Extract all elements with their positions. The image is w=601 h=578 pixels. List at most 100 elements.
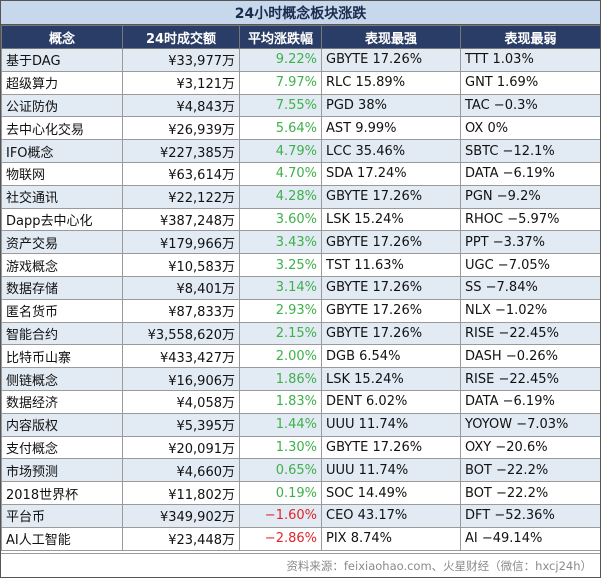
best-performer: TST 11.63% [321, 253, 461, 277]
worst-performer: RHOC −5.97% [460, 207, 600, 232]
best-performer: GBYTE 17.26% [321, 321, 461, 346]
table-row: Dapp去中心化 ¥387,248万 3.60% LSK 15.24% RHOC −5.… [1, 207, 600, 232]
best-performer: PGD 38% [321, 93, 461, 118]
avg-change-value: 0.19% [239, 481, 322, 505]
header-avg-change: 平均涨跌幅 [239, 25, 322, 49]
best-performer: GBYTE 17.26% [321, 48, 461, 72]
concept-name: 平台币 [1, 503, 123, 528]
table-row: 去中心化交易 ¥26,939万 5.64% AST 9.99% OX 0% [1, 116, 600, 141]
worst-performer: BOT −22.2% [460, 481, 600, 505]
volume-value: ¥10,583万 [122, 253, 240, 277]
table-row: 超级算力 ¥3,121万 7.97% RLC 15.89% GNT 1.69% [1, 70, 600, 95]
table-row: 内容版权 ¥5,395万 1.44% UUU 11.74% YOYOW −7.03% [1, 412, 600, 437]
header-volume: 24时成交额 [122, 25, 240, 49]
volume-value: ¥433,427万 [122, 344, 240, 369]
table-row: 比特币山寨 ¥433,427万 2.00% DGB 6.54% DASH −0.26% [1, 344, 600, 369]
table-row: 市场预测 ¥4,660万 0.65% UUU 11.74% BOT −22.2% [1, 458, 600, 483]
avg-change-value: 3.25% [239, 253, 322, 277]
concept-name: 超级算力 [1, 70, 123, 95]
best-performer: GBYTE 17.26% [321, 184, 461, 209]
avg-change-value: −2.86% [239, 526, 322, 551]
avg-change-value: 1.44% [239, 412, 322, 437]
concept-name: 基于DAG [1, 48, 123, 72]
worst-performer: UGC −7.05% [460, 253, 600, 277]
volume-value: ¥8,401万 [122, 275, 240, 300]
best-performer: RLC 15.89% [321, 70, 461, 95]
concept-name: 数据经济 [1, 389, 123, 414]
table-row: IFO概念 ¥227,385万 4.79% LCC 35.46% SBTC −12.1% [1, 139, 600, 163]
best-performer: LSK 15.24% [321, 367, 461, 391]
table-row: 侧链概念 ¥16,906万 1.86% LSK 15.24% RISE −22.45% [1, 367, 600, 391]
table-row: 游戏概念 ¥10,583万 3.25% TST 11.63% UGC −7.05% [1, 253, 600, 277]
header-concept: 概念 [1, 25, 123, 49]
concept-name: 内容版权 [1, 412, 123, 437]
volume-value: ¥4,843万 [122, 93, 240, 118]
worst-performer: SBTC −12.1% [460, 139, 600, 163]
best-performer: CEO 43.17% [321, 503, 461, 528]
worst-performer: SS −7.84% [460, 275, 600, 300]
table-row: 2018世界杯 ¥11,802万 0.19% SOC 14.49% BOT −22.2% [1, 481, 600, 505]
best-performer: GBYTE 17.26% [321, 230, 461, 255]
volume-value: ¥387,248万 [122, 207, 240, 232]
avg-change-value: 4.28% [239, 184, 322, 209]
avg-change-value: −1.60% [239, 503, 322, 528]
worst-performer: RISE −22.45% [460, 321, 600, 346]
worst-performer: DASH −0.26% [460, 344, 600, 369]
concept-name: 数据存储 [1, 275, 123, 300]
worst-performer: NLX −1.02% [460, 298, 600, 323]
header-worst: 表现最弱 [460, 25, 600, 49]
table-title: 24小时概念板块涨跌 [1, 1, 600, 25]
best-performer: AST 9.99% [321, 116, 461, 141]
concept-name: 物联网 [1, 161, 123, 186]
worst-performer: DFT −52.36% [460, 503, 600, 528]
concept-name: 游戏概念 [1, 253, 123, 277]
volume-value: ¥227,385万 [122, 139, 240, 163]
concept-name: 侧链概念 [1, 367, 123, 391]
worst-performer: AI −49.14% [460, 526, 600, 551]
concept-sector-table: 概念 24时成交额 平均涨跌幅 表现最强 表现最弱 基于DAG ¥33,977万 9… [1, 25, 600, 551]
concept-name: 智能合约 [1, 321, 123, 346]
volume-value: ¥16,906万 [122, 367, 240, 391]
avg-change-value: 2.00% [239, 344, 322, 369]
avg-change-value: 1.83% [239, 389, 322, 414]
concept-name: 匿名货币 [1, 298, 123, 323]
header-best: 表现最强 [321, 25, 461, 49]
table-row: 平台币 ¥349,902万 −1.60% CEO 43.17% DFT −52.36% [1, 503, 600, 528]
table-row: 基于DAG ¥33,977万 9.22% GBYTE 17.26% TTT 1.03% [1, 48, 600, 72]
worst-performer: TTT 1.03% [460, 48, 600, 72]
best-performer: SOC 14.49% [321, 481, 461, 505]
best-performer: GBYTE 17.26% [321, 298, 461, 323]
best-performer: DGB 6.54% [321, 344, 461, 369]
volume-value: ¥87,833万 [122, 298, 240, 323]
concept-name: 支付概念 [1, 435, 123, 460]
table-row: 资产交易 ¥179,966万 3.43% GBYTE 17.26% PPT −3.37% [1, 230, 600, 255]
avg-change-value: 0.65% [239, 458, 322, 483]
best-performer: GBYTE 17.26% [321, 435, 461, 460]
volume-value: ¥63,614万 [122, 161, 240, 186]
volume-value: ¥20,091万 [122, 435, 240, 460]
avg-change-value: 9.22% [239, 48, 322, 72]
avg-change-value: 2.93% [239, 298, 322, 323]
best-performer: LCC 35.46% [321, 139, 461, 163]
worst-performer: RISE −22.45% [460, 367, 600, 391]
best-performer: UUU 11.74% [321, 412, 461, 437]
avg-change-value: 3.60% [239, 207, 322, 232]
concept-name: 2018世界杯 [1, 481, 123, 505]
avg-change-value: 5.64% [239, 116, 322, 141]
worst-performer: OXY −20.6% [460, 435, 600, 460]
table-row: 物联网 ¥63,614万 4.70% SDA 17.24% DATA −6.19% [1, 161, 600, 186]
worst-performer: TAC −0.3% [460, 93, 600, 118]
concept-name: Dapp去中心化 [1, 207, 123, 232]
table-row: AI人工智能 ¥23,448万 −2.86% PIX 8.74% AI −49.14% [1, 526, 600, 551]
concept-name: 去中心化交易 [1, 116, 123, 141]
volume-value: ¥23,448万 [122, 526, 240, 551]
avg-change-value: 1.30% [239, 435, 322, 460]
best-performer: DENT 6.02% [321, 389, 461, 414]
volume-value: ¥26,939万 [122, 116, 240, 141]
concept-name: 社交通讯 [1, 184, 123, 209]
table-row: 公证防伪 ¥4,843万 7.55% PGD 38% TAC −0.3% [1, 93, 600, 118]
best-performer: LSK 15.24% [321, 207, 461, 232]
volume-value: ¥349,902万 [122, 503, 240, 528]
volume-value: ¥3,121万 [122, 70, 240, 95]
